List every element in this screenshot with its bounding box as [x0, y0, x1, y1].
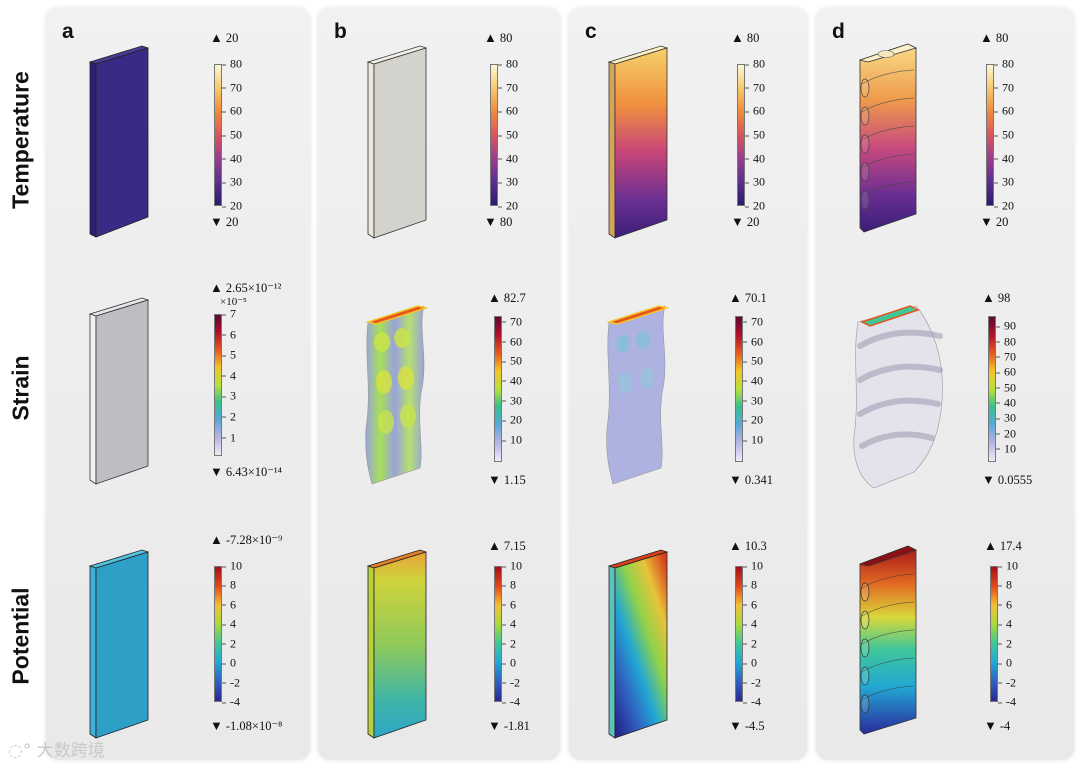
max-triangle-icon: ▲ [982, 290, 995, 305]
potential-colorbar [990, 566, 998, 702]
potential-colorbar [214, 566, 222, 702]
max-triangle-icon: ▲ [488, 538, 501, 553]
row-label-strain: Strain [7, 355, 34, 421]
potential-max-label: ▲ 10.3 [729, 538, 767, 553]
helical-potential-block [858, 545, 918, 735]
temperature-colorbar [737, 64, 745, 206]
min-triangle-icon: ▼ [210, 464, 223, 479]
strain-max-label: ▲ 70.1 [729, 290, 767, 305]
strain-min-label: ▼ 6.43×10⁻¹⁴ [210, 464, 283, 479]
min-triangle-icon: ▼ [488, 718, 501, 733]
strain-field-block [365, 305, 429, 485]
min-triangle-icon: ▼ [210, 214, 223, 229]
max-triangle-icon: ▲ [980, 30, 993, 45]
temperature-colorbar [214, 64, 222, 206]
potential-field-block [607, 549, 669, 739]
strain-min-label: ▼ 0.0555 [982, 472, 1033, 487]
potential-min-label: ▼ -4 [984, 718, 1011, 733]
temperature-max-label: ▲ 80 [980, 30, 1009, 45]
potential-min-label: ▼ -1.81 [488, 718, 530, 733]
min-triangle-icon: ▼ [980, 214, 993, 229]
max-triangle-icon: ▲ [729, 538, 742, 553]
temperature-min-label: ▼ 20 [980, 214, 1009, 229]
max-triangle-icon: ▲ [210, 30, 223, 45]
helical-strain-block [853, 305, 943, 489]
potential-min-label: ▼ -4.5 [729, 718, 765, 733]
strain-max-label: ▲ 82.7 [488, 290, 526, 305]
potential-min-label: ▼ -1.08×10⁻⁸ [210, 718, 283, 733]
max-triangle-icon: ▲ [729, 290, 742, 305]
strain-min-label: ▼ 1.15 [488, 472, 526, 487]
temperature-max-label: ▲ 80 [484, 30, 513, 45]
min-triangle-icon: ▼ [488, 472, 501, 487]
temperature-colorbar [986, 64, 994, 206]
panel-label: d [832, 20, 845, 43]
min-triangle-icon: ▼ [484, 214, 497, 229]
temperature-colorbar [490, 64, 498, 206]
watermark: ◌° 大数跨境 [8, 741, 105, 761]
panel-label: a [62, 20, 74, 43]
uniform-hot-block [366, 45, 428, 239]
temperature-max-label: ▲ 80 [731, 30, 760, 45]
strain-max-label: ▲ 98 [982, 290, 1011, 305]
temperature-min-label: ▼ 80 [484, 214, 513, 229]
watermark-logo-icon: ◌° [8, 741, 32, 761]
strain-colorbar [988, 316, 996, 462]
temperature-min-label: ▼ 20 [210, 214, 239, 229]
strain-multiplier: ×10⁻⁵ [220, 296, 247, 308]
panel-c: c ▲ 80 80 70 60 50 40 30 20 ▼ 20 ▲ 70.1 70 60 50 40 3… [569, 8, 807, 760]
helical-temperature-block [858, 43, 918, 233]
panel-label: b [334, 20, 347, 43]
min-triangle-icon: ▼ [984, 718, 997, 733]
uniform-strain-block [88, 297, 150, 485]
potential-max-label: ▲ 17.4 [984, 538, 1022, 553]
min-triangle-icon: ▼ [210, 718, 223, 733]
max-triangle-icon: ▲ [210, 280, 223, 295]
potential-colorbar [735, 566, 743, 702]
panel-d: d ▲ 80 80 70 60 50 40 30 20 ▼ 20 ▲ 98 90 80 70 60 50 4… [816, 8, 1074, 760]
strain-max-label: ▲ 2.65×10⁻¹² [210, 280, 282, 295]
min-triangle-icon: ▼ [982, 472, 995, 487]
potential-max-label: ▲ -7.28×10⁻⁹ [210, 532, 283, 547]
strain-field-block [606, 305, 670, 485]
min-triangle-icon: ▼ [731, 214, 744, 229]
potential-max-label: ▲ 7.15 [488, 538, 526, 553]
strain-colorbar [494, 316, 502, 462]
strain-min-label: ▼ 0.341 [729, 472, 773, 487]
panel-label: c [585, 20, 597, 43]
strain-colorbar [735, 316, 743, 462]
max-triangle-icon: ▲ [484, 30, 497, 45]
panel-b: b ▲ 80 80 70 60 50 40 30 20 ▼ 80 ▲ 82.7 70 60 50 40 3… [318, 8, 560, 760]
uniform-temperature-block [88, 45, 150, 238]
temperature-max-label: ▲ 20 [210, 30, 239, 45]
max-triangle-icon: ▲ [210, 532, 223, 547]
row-label-temperature: Temperature [7, 71, 34, 209]
temperature-gradient-block [607, 45, 669, 239]
uniform-potential-block [88, 549, 150, 739]
min-triangle-icon: ▼ [729, 718, 742, 733]
max-triangle-icon: ▲ [488, 290, 501, 305]
max-triangle-icon: ▲ [984, 538, 997, 553]
potential-colorbar [494, 566, 502, 702]
panel-a: a ▲ 20 80 70 60 50 40 30 20 ▼ 20 ▲ 2.65×10⁻¹² ×10… [46, 8, 310, 760]
row-label-potential: Potential [7, 587, 34, 685]
min-triangle-icon: ▼ [729, 472, 742, 487]
max-triangle-icon: ▲ [731, 30, 744, 45]
strain-colorbar [214, 314, 222, 456]
potential-field-block [366, 549, 428, 739]
temperature-min-label: ▼ 20 [731, 214, 760, 229]
